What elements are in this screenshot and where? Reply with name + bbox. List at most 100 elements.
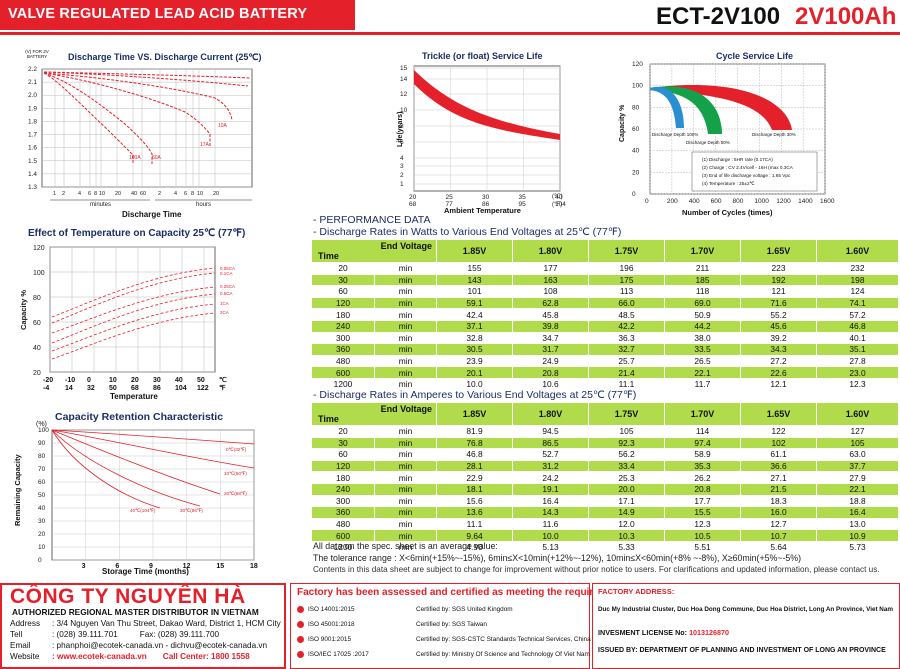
time-cell: 360 bbox=[311, 343, 375, 356]
x-tick-label: 40 bbox=[175, 377, 183, 384]
curve-label-10a: 10A bbox=[218, 123, 228, 129]
x-tick-label: 6 bbox=[115, 563, 119, 570]
curve-label: 0℃(32℉) bbox=[226, 447, 247, 452]
y-tick-label: 40 bbox=[38, 505, 46, 512]
corner-cell: End Voltage Time bbox=[311, 239, 437, 263]
discharge-curve bbox=[43, 72, 211, 146]
x-tick-label: 35 bbox=[519, 194, 527, 201]
retention-y-unit: (%) bbox=[36, 421, 47, 428]
cycle-note-3: (3) End of life discharge voltage : 1.65… bbox=[702, 173, 791, 178]
curve-label: 0.1CA bbox=[220, 271, 233, 276]
company-box: CÔNG TY NGUYÊN HÀ AUTHORIZED REGIONAL MA… bbox=[0, 583, 286, 669]
retention-ylabel: Remaining Capacity bbox=[13, 453, 22, 526]
value-cell: 34.7 bbox=[512, 331, 589, 345]
value-cell: 20.0 bbox=[588, 482, 665, 496]
value-cell: 19.1 bbox=[512, 482, 589, 496]
amps-row: 240 min 18.1 19.1 20.0 20.8 21.5 22.1 bbox=[311, 482, 899, 496]
value-cell: 12.3 bbox=[664, 517, 741, 531]
value-cell: 33.5 bbox=[664, 343, 741, 356]
end-voltage-label: End Voltage bbox=[380, 404, 432, 414]
x-tick-label: 10 bbox=[109, 377, 117, 384]
value-cell: 105 bbox=[816, 436, 899, 450]
x-tick-label: 104 bbox=[175, 385, 187, 392]
time-cell: 1200 bbox=[311, 377, 375, 391]
y-tick-label: 90 bbox=[38, 440, 46, 447]
x-tick-label: 32 bbox=[87, 385, 95, 392]
time-cell: 480 bbox=[311, 354, 375, 368]
value-cell: 69.0 bbox=[664, 296, 741, 310]
x-tick-label: 4 bbox=[78, 191, 81, 197]
amps-row: 30 min 76.8 86.5 92.3 97.4 102 105 bbox=[311, 436, 899, 450]
x-tick-label: 50 bbox=[109, 385, 117, 392]
voltage-header: 1.75V bbox=[588, 239, 665, 263]
value-cell: 122 bbox=[740, 425, 817, 438]
amps-table: End Voltage Time 1.85V 1.80V 1.75V 1.70V … bbox=[311, 402, 899, 554]
temperature-xlabel: Temperature bbox=[110, 392, 158, 401]
y-tick-label: 60 bbox=[33, 320, 41, 327]
time-cell: 30 bbox=[311, 436, 375, 450]
factory-title: FACTORY ADDRESS: bbox=[598, 587, 675, 596]
x-tick-label: 1000 bbox=[754, 198, 769, 205]
curve-label: 10℃(50℉) bbox=[224, 471, 247, 476]
value-cell: 20.1 bbox=[436, 366, 513, 379]
discharge-curve bbox=[43, 72, 233, 121]
unit-cell: min bbox=[374, 377, 437, 391]
page-title: VALVE REGULATED LEAD ACID BATTERY bbox=[8, 6, 308, 22]
value-cell: 44.2 bbox=[664, 319, 741, 333]
trickle-chart: Trickle (or float) Service Life 15 14 12 10… bbox=[392, 42, 570, 220]
value-cell: 31.7 bbox=[512, 343, 589, 356]
cycle-note-2: (2) Charge : CV 2.4V/cell - 16H (max 0.3… bbox=[702, 165, 794, 170]
x-tick-label: 20 bbox=[115, 191, 121, 197]
time-cell: 120 bbox=[311, 296, 375, 310]
value-cell: 16.4 bbox=[512, 494, 589, 508]
x-tick-label: -4 bbox=[43, 385, 49, 392]
x-tick-label: 6 bbox=[88, 191, 91, 197]
value-cell: 27.8 bbox=[816, 354, 899, 368]
curve-label: 40℃(104℉) bbox=[130, 508, 156, 513]
amps-heading: - Discharge Rates in Amperes to Various … bbox=[313, 389, 637, 401]
header: VALVE REGULATED LEAD ACID BATTERY ECT-2V… bbox=[0, 0, 900, 35]
value-cell: 15.6 bbox=[436, 494, 513, 508]
value-cell: 86.5 bbox=[512, 436, 589, 450]
curve-label: 0.6CA bbox=[220, 291, 233, 296]
temperature-curve bbox=[51, 303, 216, 352]
cycle-curve-50 bbox=[650, 86, 722, 134]
value-cell: 121 bbox=[740, 285, 817, 298]
y-tick-label: 70 bbox=[38, 466, 46, 473]
value-cell: 50.9 bbox=[664, 308, 741, 321]
corner-cell: End Voltage Time bbox=[311, 402, 437, 426]
watts-row: 600 min 20.1 20.8 21.4 22.1 22.6 23.0 bbox=[311, 366, 899, 379]
value-cell: 25.7 bbox=[588, 354, 665, 368]
x-tick-label: 10 bbox=[99, 191, 105, 197]
value-cell: 10.5 bbox=[664, 529, 741, 542]
bullet-icon bbox=[297, 606, 304, 613]
value-cell: 40.1 bbox=[816, 331, 899, 345]
curve-label: 1CA bbox=[220, 301, 229, 306]
amps-row: 600 min 9.64 10.0 10.3 10.5 10.7 10.9 bbox=[311, 529, 899, 542]
amps-row: 180 min 22.9 24.2 25.3 26.2 27.1 27.9 bbox=[311, 471, 899, 484]
retention-chart-title: Capacity Retention Characteristic bbox=[55, 411, 224, 423]
company-email-row[interactable]: Email: phanphoi@ecotek-canada.vn - dichv… bbox=[10, 641, 268, 650]
amps-row: 300 min 15.6 16.4 17.1 17.7 18.3 18.8 bbox=[311, 494, 899, 508]
x-tick-label: 6 bbox=[184, 191, 187, 197]
y-tick-label: 10 bbox=[38, 544, 46, 551]
x-tick-label: 40 bbox=[555, 194, 563, 201]
y-tick-label: 8 bbox=[400, 123, 404, 130]
voltage-header: 1.70V bbox=[664, 402, 741, 426]
voltage-header: 1.60V bbox=[816, 402, 899, 426]
unit-c: (℃) bbox=[552, 194, 563, 200]
cert-row: ISO/IEC 17025 :2017 Certified by: Ministr… bbox=[297, 651, 590, 658]
company-website-row[interactable]: Website: www.ecotek-canada.vn Call Center… bbox=[10, 652, 250, 661]
value-cell: 58.9 bbox=[664, 448, 741, 461]
value-cell: 22.1 bbox=[664, 366, 741, 379]
x-tick-label: 68 bbox=[409, 201, 417, 208]
unit-cell: min bbox=[374, 436, 437, 450]
value-cell: 27.9 bbox=[816, 471, 899, 484]
curve-label-17a: 17A bbox=[200, 142, 210, 148]
discharge-curve bbox=[43, 71, 251, 79]
time-cell: 300 bbox=[311, 494, 375, 508]
value-cell: 11.7 bbox=[664, 377, 741, 391]
cycle-chart-title: Cycle Service Life bbox=[716, 51, 794, 61]
y-tick-label: 12 bbox=[400, 91, 408, 98]
